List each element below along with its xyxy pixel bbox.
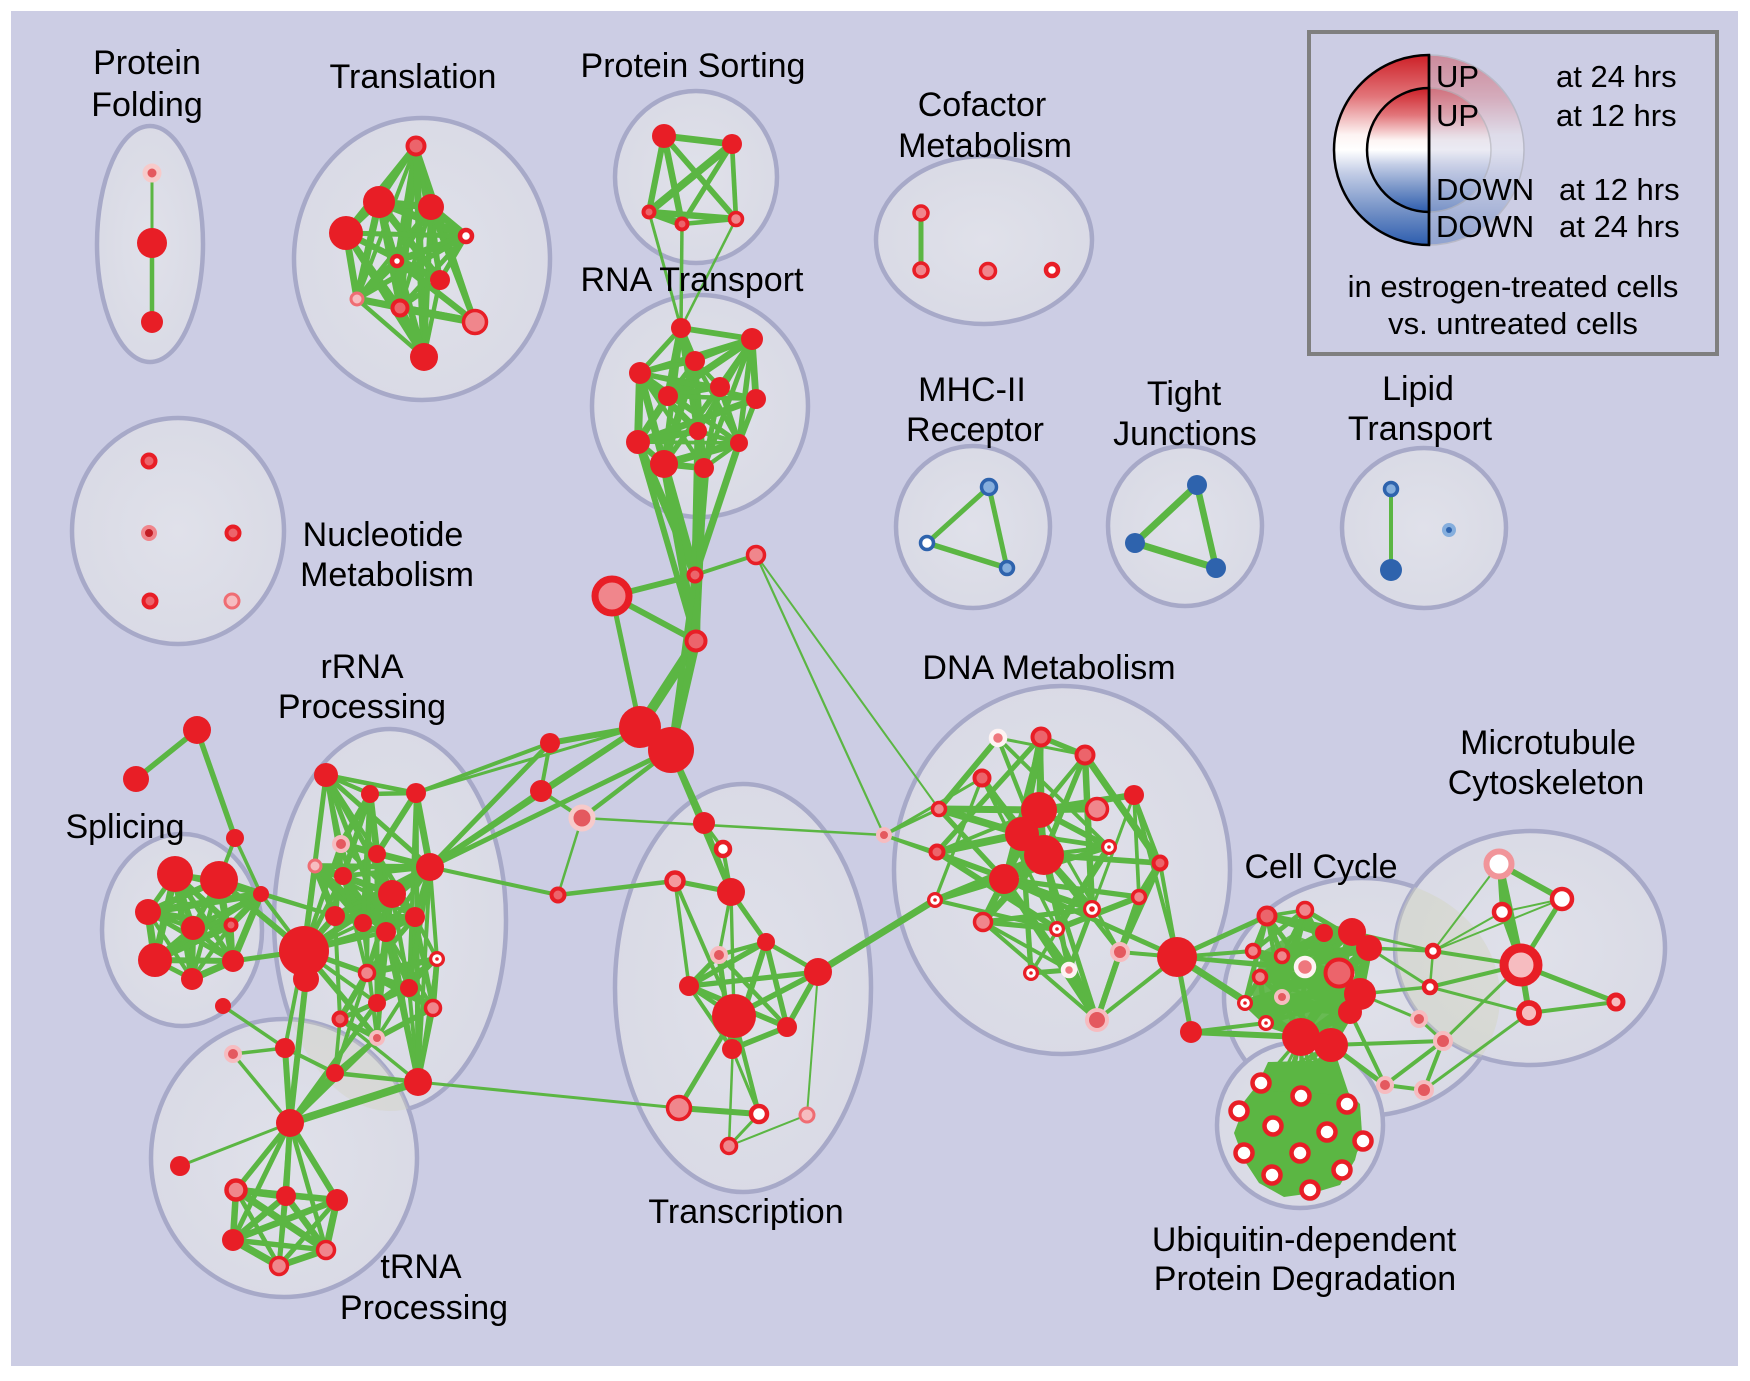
svg-text:Junctions: Junctions: [1113, 415, 1257, 453]
svg-text:DNA Metabolism: DNA Metabolism: [922, 649, 1175, 687]
svg-text:Metabolism: Metabolism: [300, 556, 474, 594]
svg-text:Tight: Tight: [1147, 375, 1222, 413]
svg-text:Microtubule: Microtubule: [1460, 724, 1636, 762]
svg-text:Cofactor: Cofactor: [918, 86, 1047, 124]
svg-text:RNA Transport: RNA Transport: [581, 261, 805, 299]
svg-text:Transport: Transport: [1348, 410, 1493, 448]
svg-text:DOWN: DOWN: [1436, 209, 1534, 244]
svg-text:Nucleotide: Nucleotide: [303, 516, 464, 554]
svg-text:Cell Cycle: Cell Cycle: [1244, 848, 1397, 886]
svg-text:Cytoskeleton: Cytoskeleton: [1448, 764, 1645, 802]
svg-text:Ubiquitin-dependent: Ubiquitin-dependent: [1152, 1221, 1457, 1259]
svg-text:Metabolism: Metabolism: [898, 127, 1072, 165]
svg-text:in estrogen-treated cells: in estrogen-treated cells: [1348, 269, 1679, 304]
svg-text:at 24 hrs: at 24 hrs: [1556, 59, 1677, 94]
svg-text:at 24 hrs: at 24 hrs: [1559, 209, 1680, 244]
svg-text:Protein Degradation: Protein Degradation: [1154, 1260, 1456, 1298]
svg-text:Lipid: Lipid: [1382, 370, 1454, 408]
svg-text:vs. untreated cells: vs. untreated cells: [1388, 306, 1638, 341]
svg-text:UP: UP: [1436, 98, 1479, 133]
svg-text:MHC-II: MHC-II: [918, 371, 1026, 409]
svg-text:Processing: Processing: [340, 1289, 508, 1327]
svg-text:rRNA: rRNA: [320, 648, 403, 686]
svg-text:tRNA: tRNA: [380, 1248, 462, 1286]
svg-text:Processing: Processing: [278, 688, 446, 726]
svg-text:at 12 hrs: at 12 hrs: [1559, 172, 1680, 207]
svg-text:UP: UP: [1436, 59, 1479, 94]
svg-text:Receptor: Receptor: [906, 411, 1044, 449]
svg-text:Folding: Folding: [91, 86, 203, 124]
svg-text:Translation: Translation: [330, 58, 497, 96]
svg-text:Transcription: Transcription: [648, 1193, 843, 1231]
svg-text:Protein: Protein: [93, 44, 201, 82]
svg-text:DOWN: DOWN: [1436, 172, 1534, 207]
svg-text:at 12 hrs: at 12 hrs: [1556, 98, 1677, 133]
svg-text:Protein Sorting: Protein Sorting: [581, 47, 806, 85]
svg-text:Splicing: Splicing: [65, 808, 184, 846]
